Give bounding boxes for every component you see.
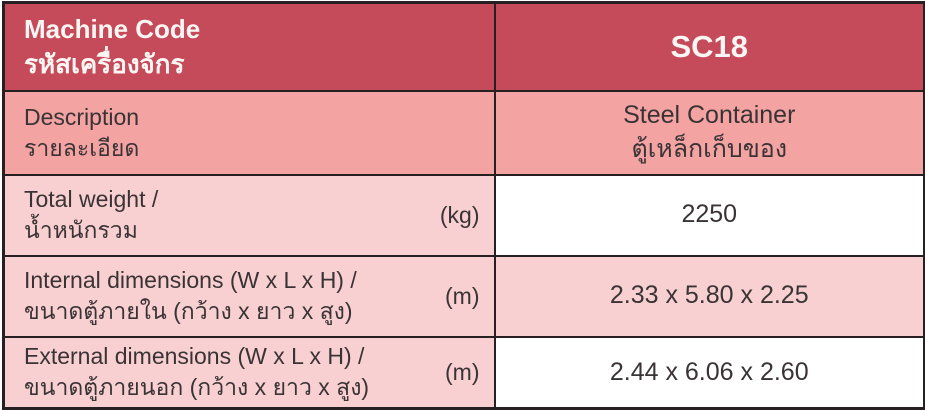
description-label-en: Description <box>24 103 140 130</box>
machine-code-header-cell: Machine Code รหัสเครื่องจักร <box>2 1 496 92</box>
internal-dimensions-value-cell: 2.33 x 5.80 x 2.25 <box>493 254 925 338</box>
description-label-cell: Description รายละเอียด <box>2 89 496 176</box>
description-value-cell: Steel Container ตู้เหล็กเก็บของ <box>493 89 925 176</box>
total-weight-row: Total weight / น้ำหนักรวม (kg) 2250 <box>2 173 925 257</box>
description-value-en: Steel Container <box>623 101 796 129</box>
header-row: Machine Code รหัสเครื่องจักร SC18 <box>2 1 925 92</box>
total-weight-unit: (kg) <box>439 201 480 228</box>
machine-code-label-en: Machine Code <box>24 14 201 45</box>
external-dimensions-label-cell: External dimensions (W x L x H) / ขนาดตู… <box>2 335 496 410</box>
total-weight-value: 2250 <box>681 200 738 229</box>
description-value-th: ตู้เหล็กเก็บของ <box>631 134 788 163</box>
description-row: Description รายละเอียด Steel Container ต… <box>2 89 925 176</box>
total-weight-label-cell: Total weight / น้ำหนักรวม (kg) <box>2 173 496 257</box>
machine-code-value-cell: SC18 <box>493 1 925 92</box>
total-weight-label-en: Total weight / <box>24 186 159 213</box>
machine-code-value: SC18 <box>670 28 749 64</box>
total-weight-value-cell: 2250 <box>493 173 925 257</box>
external-dimensions-value: 2.44 x 6.06 x 2.60 <box>609 357 809 386</box>
internal-dimensions-label-en: Internal dimensions (W x L x H) / <box>24 267 357 294</box>
internal-dimensions-value: 2.33 x 5.80 x 2.25 <box>609 281 809 310</box>
description-label-th: รายละเอียด <box>24 134 140 161</box>
total-weight-label-th: น้ำหนักรวม <box>24 217 138 243</box>
internal-dimensions-row: Internal dimensions (W x L x H) / ขนาดตู… <box>2 254 925 338</box>
internal-dimensions-label-cell: Internal dimensions (W x L x H) / ขนาดตู… <box>2 254 496 338</box>
external-dimensions-value-cell: 2.44 x 6.06 x 2.60 <box>493 335 925 410</box>
machine-code-label-th: รหัสเครื่องจักร <box>24 48 185 79</box>
external-dimensions-label-th: ขนาดตู้ภายนอก (กว้าง x ยาว x สูง) <box>24 374 370 401</box>
external-dimensions-row: External dimensions (W x L x H) / ขนาดตู… <box>2 335 925 410</box>
internal-dimensions-unit: (m) <box>445 282 480 309</box>
internal-dimensions-label-th: ขนาดตู้ภายใน (กว้าง x ยาว x สูง) <box>24 298 353 324</box>
external-dimensions-label-en: External dimensions (W x L x H) / <box>24 343 365 370</box>
external-dimensions-unit: (m) <box>445 358 480 385</box>
